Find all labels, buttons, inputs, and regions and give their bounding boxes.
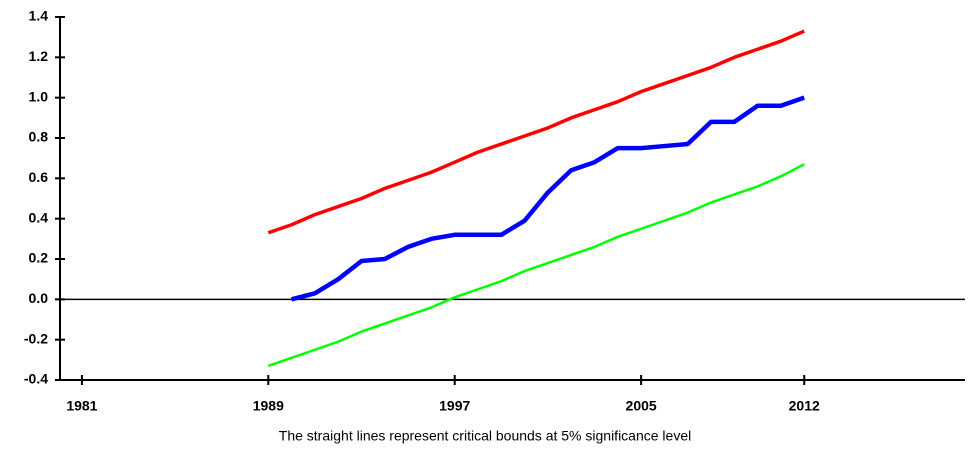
y-tick-label: 1.2 bbox=[29, 48, 49, 64]
y-tick-label: 0.2 bbox=[29, 250, 49, 266]
x-tick-label: 1981 bbox=[66, 398, 97, 414]
x-tick-label: 2012 bbox=[789, 398, 820, 414]
x-tick-label: 1989 bbox=[253, 398, 284, 414]
series-line bbox=[267, 163, 805, 368]
y-tick-label: 1.4 bbox=[29, 8, 49, 24]
x-tick-label: 1997 bbox=[439, 398, 470, 414]
x-tick-label: 2005 bbox=[626, 398, 657, 414]
y-tick-label: 1.0 bbox=[29, 88, 49, 104]
y-tick-label: 0.0 bbox=[29, 290, 49, 306]
caption: The straight lines represent critical bo… bbox=[279, 428, 691, 444]
series-line bbox=[267, 29, 805, 235]
y-tick-label: -0.4 bbox=[24, 371, 48, 387]
y-tick-label: 0.8 bbox=[29, 129, 49, 145]
series-line bbox=[291, 95, 805, 302]
y-tick-label: -0.2 bbox=[24, 330, 48, 346]
y-tick-label: 0.6 bbox=[29, 169, 49, 185]
y-tick-label: 0.4 bbox=[29, 209, 49, 225]
